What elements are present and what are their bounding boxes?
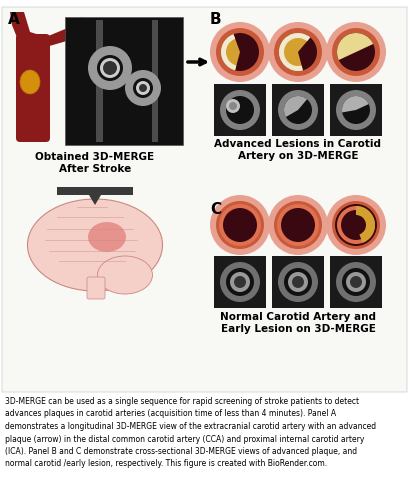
Circle shape — [278, 262, 318, 302]
Circle shape — [219, 204, 261, 246]
Bar — [65, 17, 183, 145]
Circle shape — [220, 90, 260, 130]
Wedge shape — [221, 34, 240, 70]
Circle shape — [335, 204, 377, 246]
Circle shape — [221, 33, 259, 71]
Polygon shape — [57, 187, 133, 205]
Circle shape — [136, 81, 150, 95]
Text: plaque (arrow) in the distal common carotid artery (CCA) and proximal internal c: plaque (arrow) in the distal common caro… — [5, 434, 364, 444]
Circle shape — [284, 268, 312, 296]
Wedge shape — [221, 34, 236, 70]
Circle shape — [332, 201, 380, 249]
Circle shape — [326, 195, 386, 255]
Circle shape — [88, 46, 132, 90]
Circle shape — [216, 201, 264, 249]
Bar — [96, 20, 103, 142]
Circle shape — [103, 61, 117, 75]
Circle shape — [226, 99, 240, 113]
Bar — [214, 256, 266, 308]
Circle shape — [125, 70, 161, 106]
Ellipse shape — [27, 199, 162, 291]
Text: A: A — [8, 12, 20, 27]
Wedge shape — [337, 33, 373, 60]
Circle shape — [274, 201, 322, 249]
Wedge shape — [356, 206, 375, 243]
Circle shape — [139, 84, 147, 92]
Text: Advanced Lesions in Carotid
Artery on 3D-MERGE: Advanced Lesions in Carotid Artery on 3D… — [214, 139, 382, 160]
Circle shape — [292, 276, 304, 288]
Circle shape — [226, 268, 254, 296]
FancyBboxPatch shape — [16, 34, 50, 142]
Bar — [330, 256, 382, 308]
Wedge shape — [342, 96, 369, 112]
FancyBboxPatch shape — [2, 7, 407, 392]
Circle shape — [274, 28, 322, 76]
Ellipse shape — [97, 256, 153, 294]
Circle shape — [226, 96, 254, 124]
Circle shape — [337, 33, 375, 71]
Circle shape — [220, 262, 260, 302]
Circle shape — [221, 206, 259, 244]
Circle shape — [288, 272, 308, 292]
Text: Normal Carotid Artery and
Early Lesion on 3D-MERGE: Normal Carotid Artery and Early Lesion o… — [220, 312, 376, 334]
Wedge shape — [279, 33, 310, 71]
Bar — [272, 256, 324, 308]
Circle shape — [277, 204, 319, 246]
Circle shape — [216, 28, 264, 76]
Circle shape — [337, 206, 375, 244]
Circle shape — [268, 22, 328, 82]
Text: C: C — [210, 202, 221, 217]
Text: (ICA). Panel B and C demonstrate cross-sectional 3D-MERGE views of advanced plaq: (ICA). Panel B and C demonstrate cross-s… — [5, 447, 357, 456]
Bar — [330, 84, 382, 136]
Circle shape — [268, 195, 328, 255]
Circle shape — [230, 272, 250, 292]
Circle shape — [350, 276, 362, 288]
Text: demonstrates a longitudinal 3D-MERGE view of the extracranial carotid artery wit: demonstrates a longitudinal 3D-MERGE vie… — [5, 422, 376, 431]
Wedge shape — [284, 96, 307, 117]
Bar — [152, 20, 158, 142]
Circle shape — [342, 268, 370, 296]
Ellipse shape — [20, 70, 40, 94]
Text: 3D-MERGE can be used as a single sequence for rapid screening of stroke patients: 3D-MERGE can be used as a single sequenc… — [5, 397, 359, 406]
Circle shape — [279, 206, 317, 244]
Wedge shape — [279, 33, 310, 71]
Circle shape — [346, 272, 366, 292]
Ellipse shape — [88, 222, 126, 252]
Circle shape — [341, 210, 371, 240]
Circle shape — [342, 96, 370, 124]
Circle shape — [278, 90, 318, 130]
Text: normal carotid /early lesion, respectively. This figure is created with BioRende: normal carotid /early lesion, respective… — [5, 460, 327, 468]
Circle shape — [229, 102, 237, 110]
Circle shape — [336, 90, 376, 130]
Polygon shape — [46, 17, 84, 47]
Circle shape — [326, 22, 386, 82]
Circle shape — [100, 58, 120, 78]
Circle shape — [97, 55, 123, 81]
Bar — [214, 84, 266, 136]
Circle shape — [279, 33, 317, 71]
Text: B: B — [210, 12, 222, 27]
Circle shape — [332, 28, 380, 76]
Circle shape — [210, 22, 270, 82]
Text: advances plaques in carotid arteries (acquisition time of less than 4 minutes). : advances plaques in carotid arteries (ac… — [5, 410, 336, 418]
FancyBboxPatch shape — [87, 277, 105, 299]
Circle shape — [133, 78, 153, 98]
Circle shape — [336, 262, 376, 302]
Polygon shape — [10, 12, 46, 45]
Text: Obtained 3D-MERGE
After Stroke: Obtained 3D-MERGE After Stroke — [36, 152, 155, 174]
Circle shape — [210, 195, 270, 255]
Circle shape — [223, 208, 257, 242]
Bar — [272, 84, 324, 136]
Circle shape — [281, 208, 315, 242]
Circle shape — [284, 96, 312, 124]
Circle shape — [234, 276, 246, 288]
